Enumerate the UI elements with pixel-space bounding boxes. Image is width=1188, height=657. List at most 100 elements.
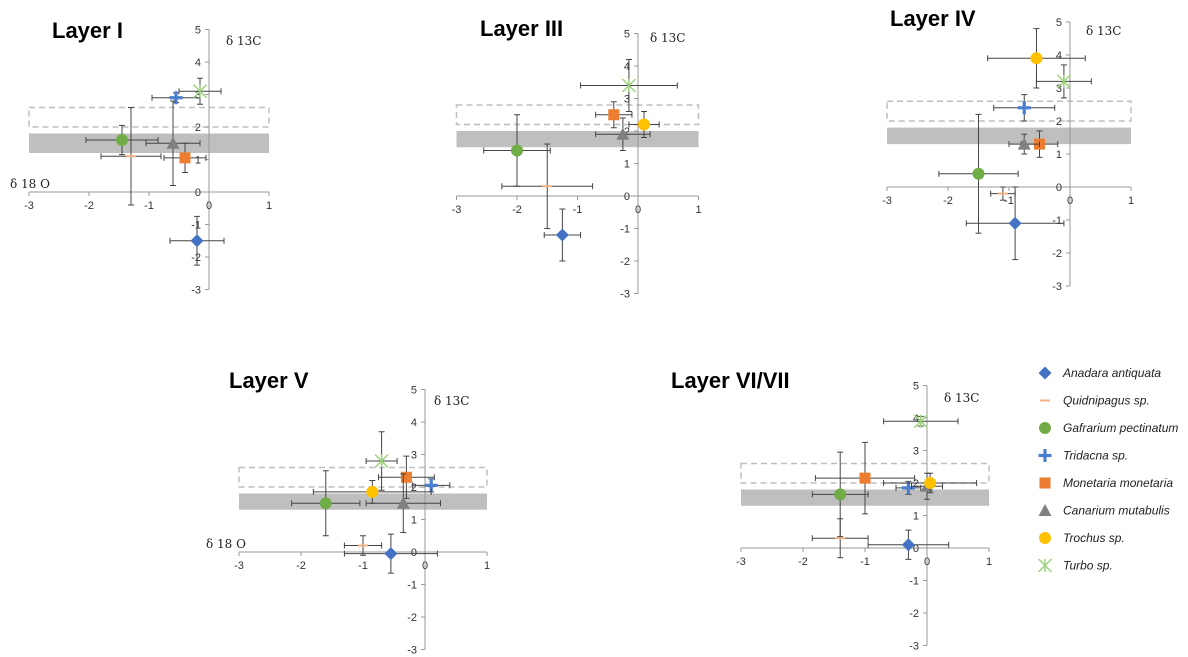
y-tick-label: -1	[191, 220, 201, 232]
data-point-turbo-sp-	[178, 77, 222, 105]
y-tick-label: -1	[620, 224, 630, 236]
point-marker	[901, 538, 915, 552]
data-point-turbo-sp-	[365, 431, 398, 491]
x-tick-label: 0	[422, 560, 428, 572]
legend-label: Tridacna sp.	[1063, 449, 1128, 463]
data-point-gafrarium-pectinatum	[85, 124, 159, 156]
reference-band-dashed	[886, 100, 1132, 122]
data-point-quidnipagus-sp-	[343, 535, 383, 556]
data-point-anadara-antiquata	[965, 186, 1065, 261]
y-tick-label: -1	[407, 580, 417, 592]
legend-item: Quidnipagus sp.	[1040, 394, 1150, 408]
y-tick-label: -3	[909, 641, 919, 653]
y-tick-label: 0	[1056, 182, 1062, 194]
y-tick-label: 2	[195, 122, 201, 134]
point-marker	[169, 91, 183, 105]
panel-title: Layer IV	[890, 6, 976, 31]
x-tick-label: -1	[860, 556, 870, 568]
x-tick-label: -3	[234, 560, 244, 572]
y-tick-label: 0	[913, 543, 919, 555]
scatter-panel-2: -3 -2 -1 0 1 -3 -2 -1 0 1 2 3 4 5 Layer III δ 13C	[452, 16, 702, 301]
data-point-gafrarium-pectinatum	[811, 451, 869, 538]
data-point-anadara-antiquata	[343, 533, 438, 574]
panel-title: Layer VI/VII	[671, 368, 790, 393]
data-point-gafrarium-pectinatum	[938, 113, 1019, 234]
y-tick-label: -3	[407, 645, 417, 657]
data-point-trochus-sp-	[628, 111, 660, 138]
reference-band-dashed	[238, 466, 488, 488]
reference-band-solid	[456, 131, 699, 148]
data-point-turbo-sp-	[1035, 64, 1092, 99]
legend-label: Turbo sp.	[1063, 559, 1113, 573]
y-tick-label: 5	[624, 29, 630, 41]
point-marker	[859, 472, 871, 484]
x-tick-label: -1	[144, 200, 154, 212]
legend-marker	[1038, 366, 1052, 380]
data-point-turbo-sp-	[883, 414, 959, 429]
y-tick-label: 0	[624, 191, 630, 203]
x-tick-label: 1	[986, 556, 992, 568]
data-point-trochus-sp-	[312, 480, 432, 504]
y-tick-label: 5	[411, 385, 417, 397]
legend-item: Monetaria monetaria	[1039, 476, 1173, 490]
data-point-canarium-mutabulis	[145, 100, 201, 186]
x-tick-label: -3	[452, 204, 462, 216]
reference-band-solid	[239, 493, 487, 510]
data-point-canarium-mutabulis	[595, 117, 651, 151]
y-tick-label: 2	[913, 478, 919, 490]
panel-title: Layer III	[480, 16, 563, 41]
y-tick-label: 2	[624, 126, 630, 138]
legend-label: Canarium mutabulis	[1063, 504, 1170, 518]
point-marker	[834, 488, 847, 501]
y-tick-label: 3	[624, 94, 630, 106]
y-tick-label: -1	[909, 576, 919, 588]
point-marker	[1008, 216, 1022, 230]
legend-item: Gafrarium pectinatum	[1039, 421, 1178, 435]
y-tick-label: 0	[195, 187, 201, 199]
point-marker	[913, 414, 928, 429]
legend-marker	[1039, 422, 1051, 434]
point-marker	[1017, 101, 1031, 115]
point-marker	[166, 136, 180, 149]
point-marker	[116, 134, 128, 146]
y-tick-label: -2	[909, 608, 919, 620]
data-point-monetaria-monetaria	[595, 101, 633, 129]
legend-marker	[1039, 477, 1051, 489]
y-tick-label: 4	[624, 61, 630, 73]
y-tick-label: -2	[407, 612, 417, 624]
y-tick-label: -2	[191, 252, 201, 264]
y-axis-label: δ 13C	[226, 34, 262, 48]
x-tick-label: -1	[358, 560, 368, 572]
data-point-canarium-mutabulis	[365, 473, 441, 533]
data-point-monetaria-monetaria	[814, 441, 916, 515]
point-marker	[901, 481, 915, 495]
panel-title: Layer V	[229, 368, 309, 393]
legend-label: Monetaria monetaria	[1063, 476, 1173, 490]
point-marker	[616, 127, 630, 140]
point-marker	[638, 118, 651, 131]
point-marker	[621, 78, 636, 93]
x-tick-label: -2	[512, 204, 522, 216]
x-tick-label: -2	[84, 200, 94, 212]
y-tick-label: 1	[411, 515, 417, 527]
point-marker	[972, 167, 985, 180]
y-tick-label: 0	[411, 547, 417, 559]
x-tick-label: 1	[266, 200, 272, 212]
x-tick-label: -2	[798, 556, 808, 568]
legend-item: Trochus sp.	[1039, 531, 1125, 545]
x-tick-label: -1	[573, 204, 583, 216]
point-marker	[1017, 137, 1031, 150]
y-axis-label: δ 13C	[1086, 24, 1122, 38]
legend-item: Anadara antiquata	[1038, 366, 1161, 380]
point-marker	[400, 471, 412, 483]
x-tick-label: -3	[882, 195, 892, 207]
y-tick-label: 5	[195, 25, 201, 37]
data-point-quidnipagus-sp-	[990, 186, 1016, 201]
scatter-panel-3: -3 -2 -1 0 1 -3 -2 -1 0 1 2 3 4 5 Layer IV δ 13C	[882, 6, 1134, 293]
data-point-tridacna-sp-	[412, 478, 451, 493]
point-marker	[1056, 74, 1071, 89]
x-tick-label: -3	[24, 200, 34, 212]
data-point-tridacna-sp-	[151, 91, 201, 105]
scatter-panel-1: -3 -2 -1 0 1 -3 -2 -1 0 1 2 3 4 5 Layer I δ 13C δ 18 O	[10, 18, 272, 297]
x-tick-label: -3	[736, 556, 746, 568]
